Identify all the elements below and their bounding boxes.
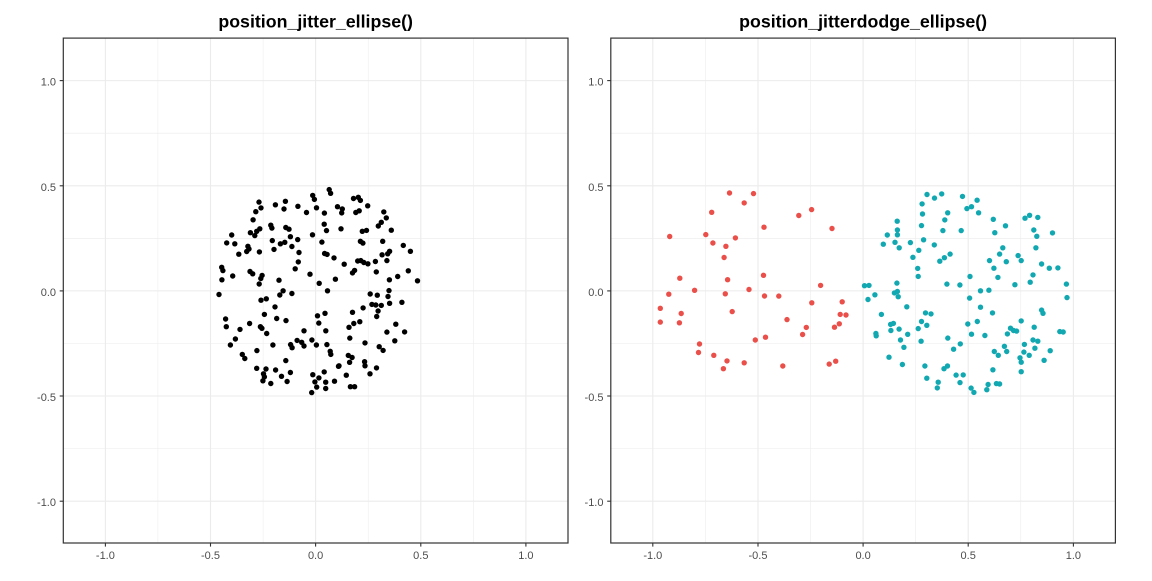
svg-text:0.0: 0.0 — [855, 550, 870, 562]
svg-text:1.0: 1.0 — [41, 77, 56, 89]
svg-text:1.0: 1.0 — [588, 77, 603, 89]
svg-text:0.0: 0.0 — [308, 550, 323, 562]
svg-text:-1.0: -1.0 — [37, 497, 56, 509]
svg-text:0.5: 0.5 — [41, 182, 56, 194]
svg-text:0.5: 0.5 — [588, 182, 603, 194]
svg-text:0.0: 0.0 — [588, 287, 603, 299]
svg-text:-0.5: -0.5 — [37, 392, 56, 404]
svg-text:-0.5: -0.5 — [201, 550, 220, 562]
svg-text:-1.0: -1.0 — [643, 550, 662, 562]
svg-text:1.0: 1.0 — [518, 550, 533, 562]
svg-text:position_jitterdodge_ellipse(): position_jitterdodge_ellipse() — [739, 11, 987, 31]
svg-text:0.5: 0.5 — [413, 550, 428, 562]
svg-text:-1.0: -1.0 — [585, 497, 604, 509]
svg-text:-0.5: -0.5 — [749, 550, 768, 562]
svg-text:position_jitter_ellipse(): position_jitter_ellipse() — [218, 11, 413, 31]
svg-text:1.0: 1.0 — [1066, 550, 1081, 562]
svg-text:-1.0: -1.0 — [96, 550, 115, 562]
svg-text:-0.5: -0.5 — [585, 392, 604, 404]
svg-text:0.0: 0.0 — [41, 287, 56, 299]
svg-text:0.5: 0.5 — [961, 550, 976, 562]
